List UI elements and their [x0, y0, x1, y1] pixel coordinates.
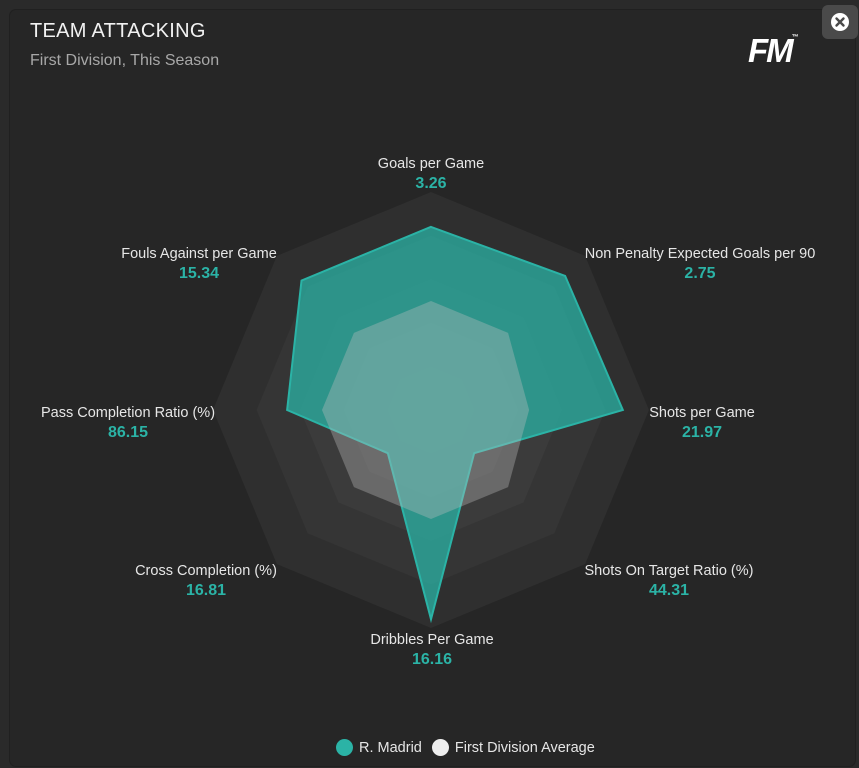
axis-label-5: Cross Completion (%)	[135, 563, 277, 579]
legend-dot-average	[431, 739, 449, 756]
page-subtitle: First Division, This Season	[30, 52, 220, 69]
axis-value-3: 44.31	[649, 582, 689, 599]
axis-value-5: 16.81	[186, 582, 226, 599]
close-button[interactable]	[822, 5, 858, 39]
axis-label-7: Fouls Against per Game	[121, 246, 277, 262]
legend-item-team[interactable]: R. Madrid	[336, 739, 422, 756]
series-area-average[interactable]	[322, 301, 530, 519]
axis-value-1: 2.75	[684, 265, 715, 282]
axis-label-2: Shots per Game	[649, 405, 755, 421]
axis-label-3: Shots On Target Ratio (%)	[585, 563, 754, 579]
chart-legend: R. Madrid First Division Average	[336, 739, 595, 756]
legend-label-team: R. Madrid	[359, 739, 422, 756]
axis-value-4: 16.16	[412, 651, 452, 668]
axis-label-6: Pass Completion Ratio (%)	[41, 405, 215, 421]
legend-item-average[interactable]: First Division Average	[431, 739, 595, 756]
axis-label-1: Non Penalty Expected Goals per 90	[585, 246, 816, 262]
fm-logo-trademark: ™	[791, 34, 799, 41]
legend-label-average: First Division Average	[454, 739, 595, 756]
axis-label-0: Goals per Game	[378, 156, 484, 172]
close-circle-icon	[831, 13, 849, 31]
axis-value-7: 15.34	[179, 265, 219, 282]
legend-dot-team	[336, 739, 353, 756]
axis-value-6: 86.15	[108, 424, 148, 441]
axis-value-0: 3.26	[415, 175, 446, 192]
fm-logo-text: FM	[748, 32, 794, 69]
axis-value-2: 21.97	[682, 424, 722, 441]
series-area-team[interactable]	[286, 225, 625, 624]
axis-label-4: Dribbles Per Game	[370, 632, 493, 648]
fm-logo: FM™	[748, 34, 799, 67]
page-title: TEAM ATTACKING	[30, 20, 206, 42]
